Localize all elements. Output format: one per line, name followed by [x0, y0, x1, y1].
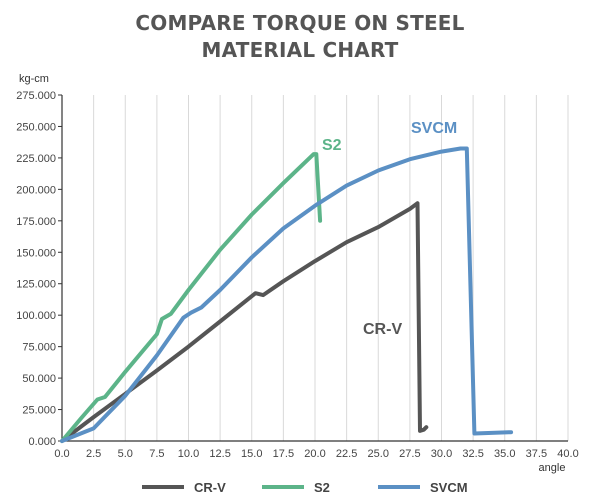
y-tick-label: 275.000: [16, 90, 56, 102]
y-tick-label: 0.000: [28, 436, 56, 448]
legend-label-s2: S2: [314, 480, 330, 495]
x-axis-label: angle: [539, 462, 566, 474]
x-tick-label: 17.5: [273, 448, 294, 460]
y-tick-label: 250.000: [16, 121, 56, 133]
legend-label-cr-v: CR-V: [194, 480, 226, 495]
y-tick-label: 25.000: [22, 405, 56, 417]
chart-title-line-2: MATERIAL CHART: [201, 38, 399, 62]
chart-title: COMPARE TORQUE ON STEEL MATERIAL CHART: [0, 10, 600, 64]
x-tick-label: 0.0: [54, 448, 69, 460]
x-tick-label: 15.0: [241, 448, 262, 460]
x-tick-label: 7.5: [149, 448, 164, 460]
y-tick-label: 225.000: [16, 153, 56, 165]
x-tick-label: 25.0: [368, 448, 389, 460]
y-tick-label: 125.000: [16, 279, 56, 291]
x-tick-label: 37.5: [526, 448, 547, 460]
x-tick-label: 20.0: [304, 448, 325, 460]
x-tick-label: 27.5: [399, 448, 420, 460]
series-line-svcm: [60, 146, 514, 443]
x-tick-label: 30.0: [431, 448, 452, 460]
x-tick-label: 10.0: [178, 448, 199, 460]
y-tick-label: 50.000: [22, 373, 56, 385]
x-tick-label: 32.5: [462, 448, 483, 460]
y-tick-label: 200.000: [16, 184, 56, 196]
series-label-svcm: SVCM: [411, 120, 457, 137]
series-line-cr-v: [60, 201, 429, 443]
y-tick-label: 150.000: [16, 247, 56, 259]
series-label-cr-v: CR-V: [363, 321, 402, 338]
x-tick-label: 5.0: [118, 448, 133, 460]
legend-label-svcm: SVCM: [430, 480, 468, 495]
series-line-s2: [60, 152, 323, 443]
y-tick-label: 175.000: [16, 216, 56, 228]
series-label-s2: S2: [322, 137, 342, 154]
y-tick-label: 75.000: [22, 342, 56, 354]
x-tick-label: 2.5: [86, 448, 101, 460]
y-axis-label: kg-cm: [19, 73, 49, 85]
y-tick-label: 100.000: [16, 310, 56, 322]
x-tick-label: 12.5: [209, 448, 230, 460]
chart-title-line-1: COMPARE TORQUE ON STEEL: [135, 11, 465, 35]
x-tick-label: 35.0: [494, 448, 515, 460]
x-tick-label: 40.0: [557, 448, 578, 460]
x-tick-label: 22.5: [336, 448, 357, 460]
